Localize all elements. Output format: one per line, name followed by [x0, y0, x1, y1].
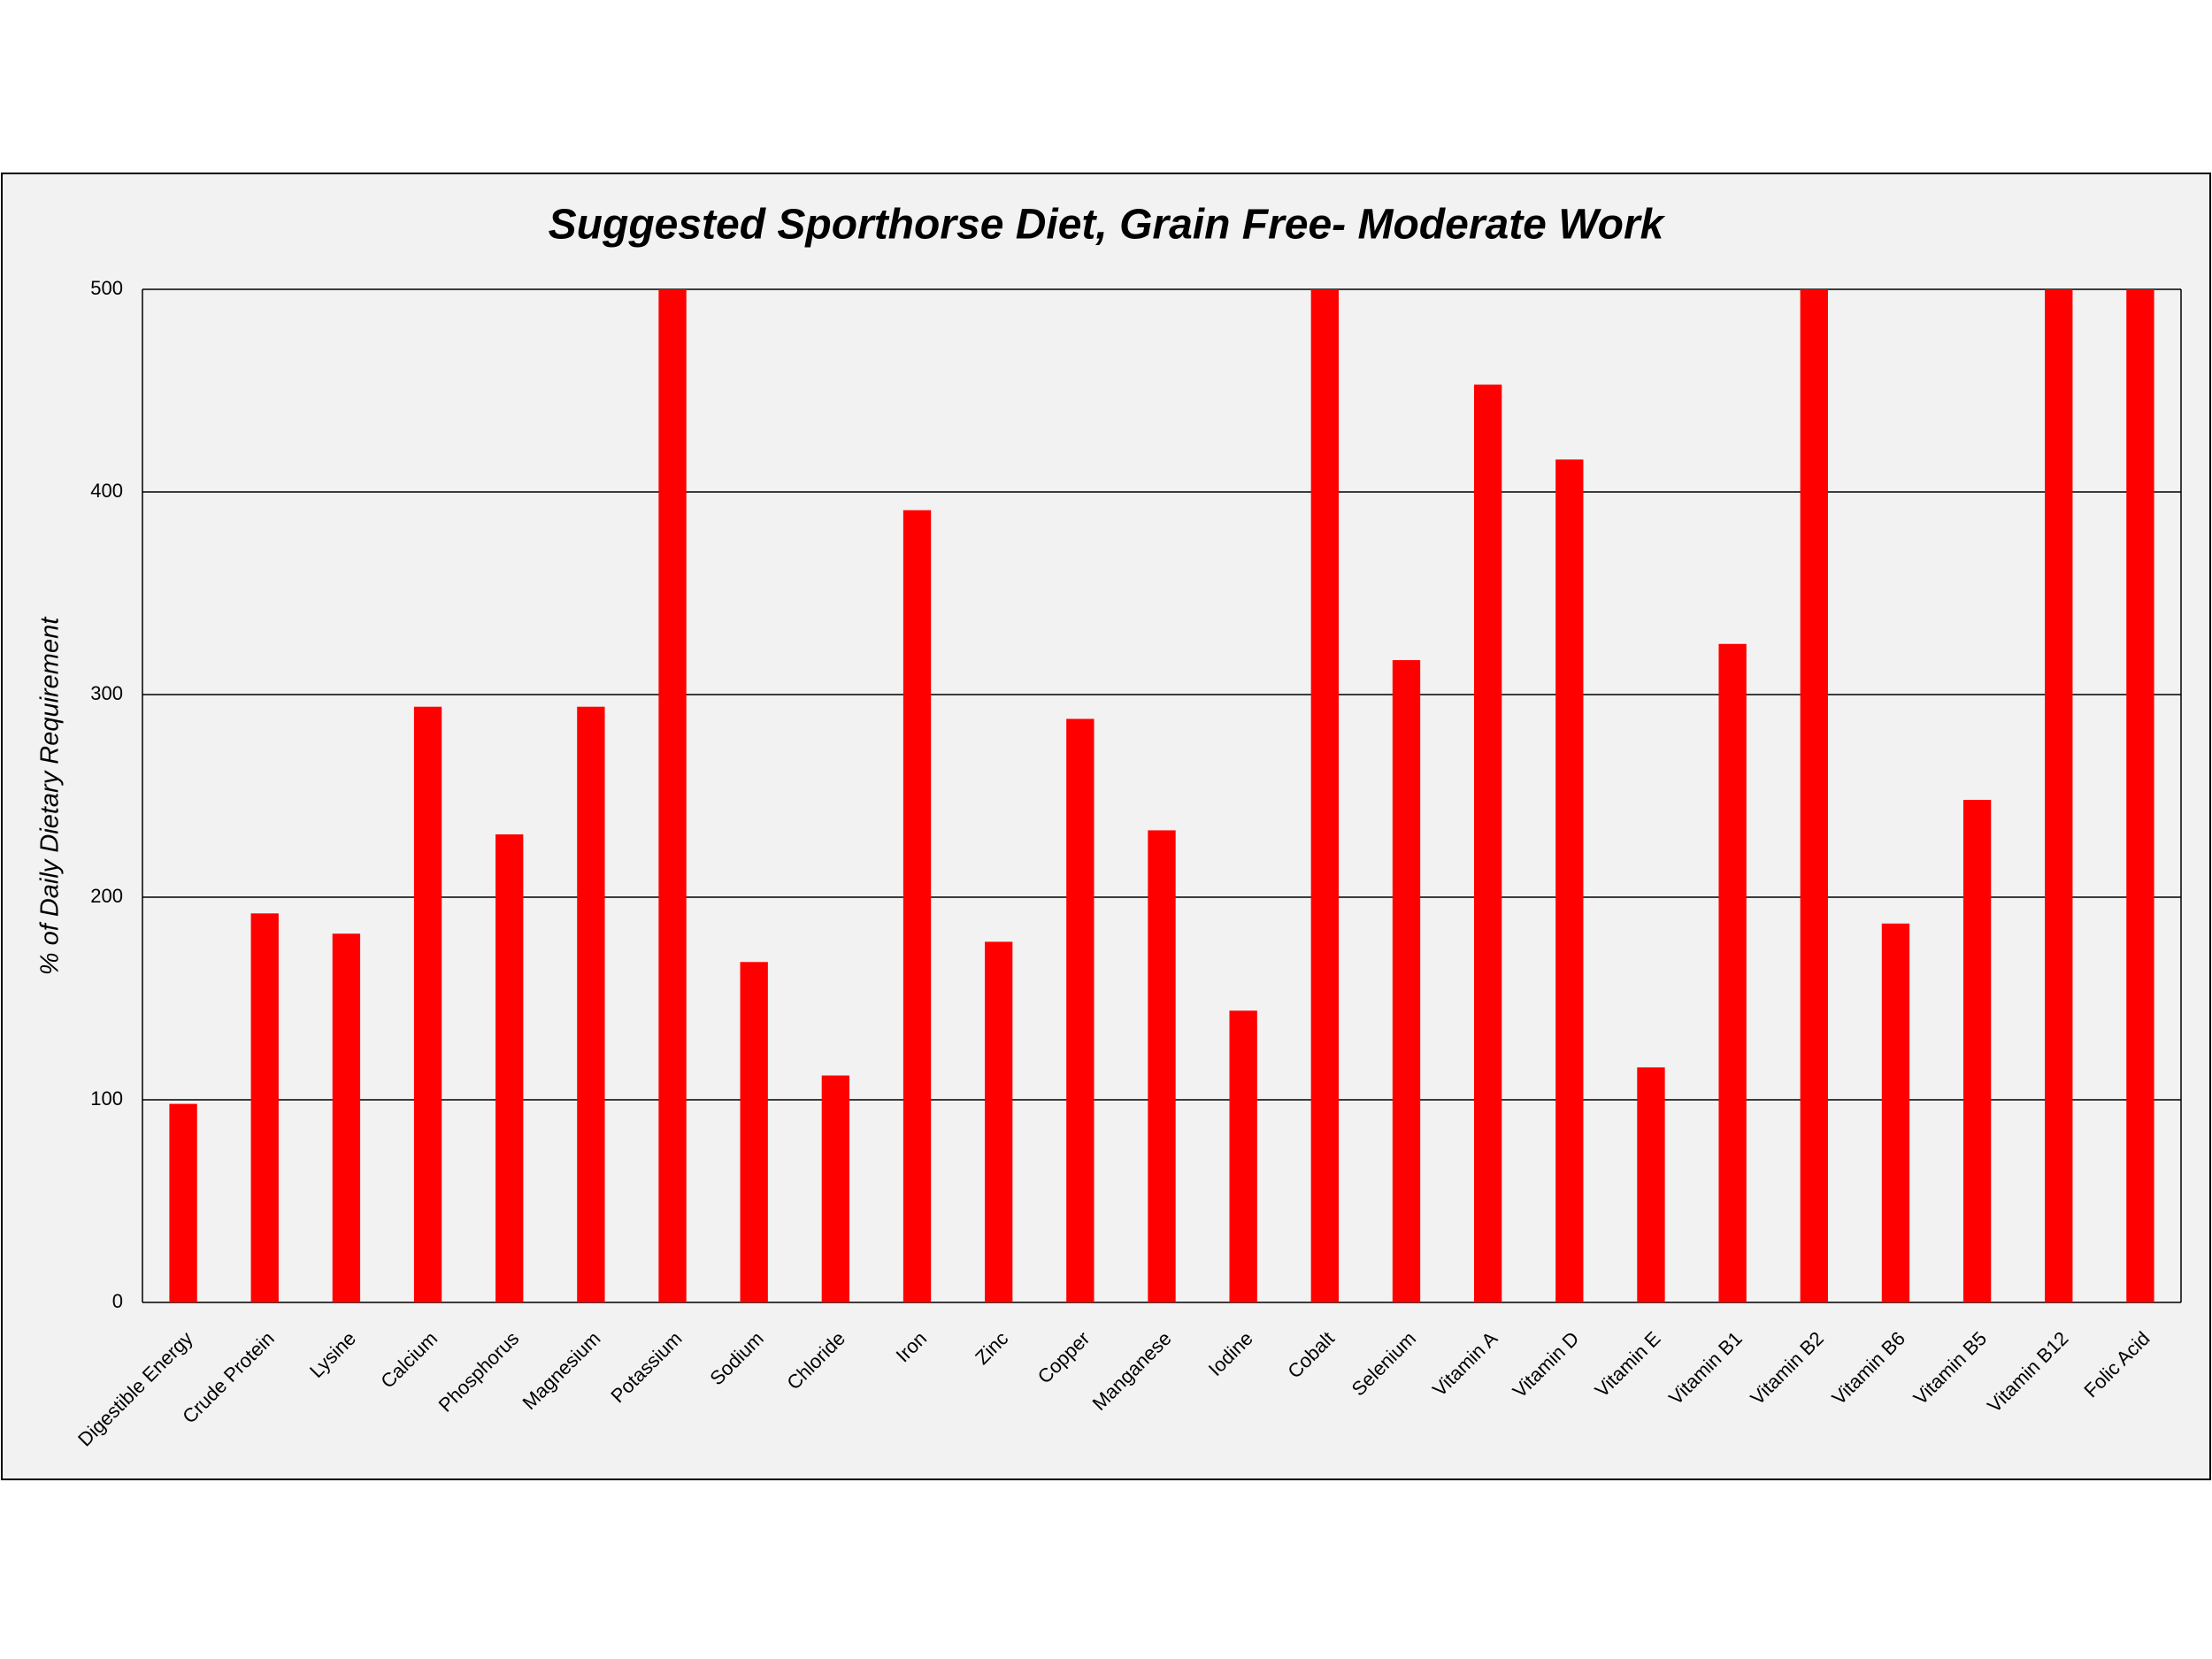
bar: [985, 941, 1013, 1302]
bar: [1066, 718, 1094, 1302]
bar: [1473, 384, 1502, 1302]
bar: [1962, 800, 1992, 1302]
bar: [577, 706, 605, 1302]
y-tick-label: 300: [90, 682, 123, 704]
bar: [1637, 1067, 1665, 1302]
bar: [1148, 830, 1176, 1302]
bar: [169, 1103, 197, 1302]
bar: [1310, 289, 1339, 1302]
bar: [740, 962, 768, 1302]
chart-title: Suggested Sporthorse Diet, Grain Free- M…: [549, 202, 1666, 249]
bar: [1555, 459, 1584, 1302]
chart-frame: [1, 173, 2211, 1480]
y-tick-label: 100: [90, 1087, 123, 1110]
bar: [2126, 289, 2154, 1302]
bar: [1392, 660, 1421, 1302]
bar: [2045, 289, 2073, 1302]
bar: [1229, 1010, 1257, 1302]
bar: [413, 706, 442, 1302]
bar: [821, 1075, 850, 1302]
bar: [332, 933, 361, 1302]
bar: [250, 913, 279, 1302]
bar: [1800, 289, 1828, 1302]
y-tick-label: 500: [90, 277, 123, 299]
bar: [495, 834, 524, 1302]
y-axis-label: % of Daily Dietary Requirement: [36, 616, 65, 975]
y-tick-label: 200: [90, 885, 123, 907]
bar: [1718, 643, 1747, 1302]
y-tick-label: 400: [90, 480, 123, 502]
bar: [902, 510, 932, 1302]
bar: [1881, 923, 1910, 1302]
y-tick-label: 0: [112, 1290, 123, 1312]
bar: [658, 289, 687, 1302]
